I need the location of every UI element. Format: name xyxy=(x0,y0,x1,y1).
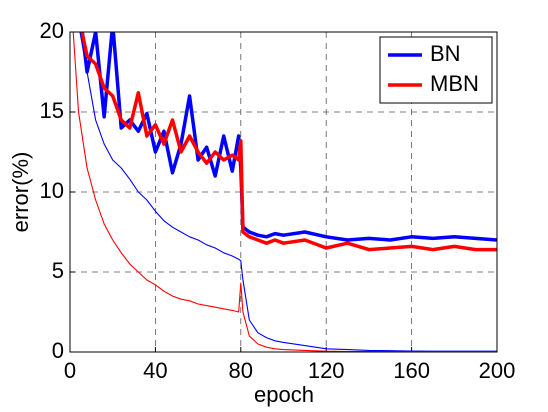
legend-label: MBN xyxy=(430,71,479,96)
x-tick-label: 160 xyxy=(393,358,430,383)
legend-label: BN xyxy=(430,41,461,66)
y-tick-label: 20 xyxy=(40,18,64,43)
series-line xyxy=(80,32,497,252)
x-tick-label: 200 xyxy=(479,358,516,383)
y-axis-label: error(%) xyxy=(8,152,33,233)
x-tick-label: 80 xyxy=(229,358,253,383)
x-tick-label: 40 xyxy=(143,358,167,383)
y-tick-label: 15 xyxy=(40,98,64,123)
x-tick-label: 120 xyxy=(308,358,345,383)
y-tick-label: 10 xyxy=(40,178,64,203)
y-tick-label: 0 xyxy=(52,338,64,363)
x-axis-label: epoch xyxy=(254,382,314,407)
x-tick-label: 0 xyxy=(64,358,76,383)
legend-box xyxy=(379,36,493,104)
series-line xyxy=(80,32,497,242)
series-line xyxy=(79,32,497,352)
y-tick-label: 5 xyxy=(52,258,64,283)
plot-frame xyxy=(69,31,498,353)
